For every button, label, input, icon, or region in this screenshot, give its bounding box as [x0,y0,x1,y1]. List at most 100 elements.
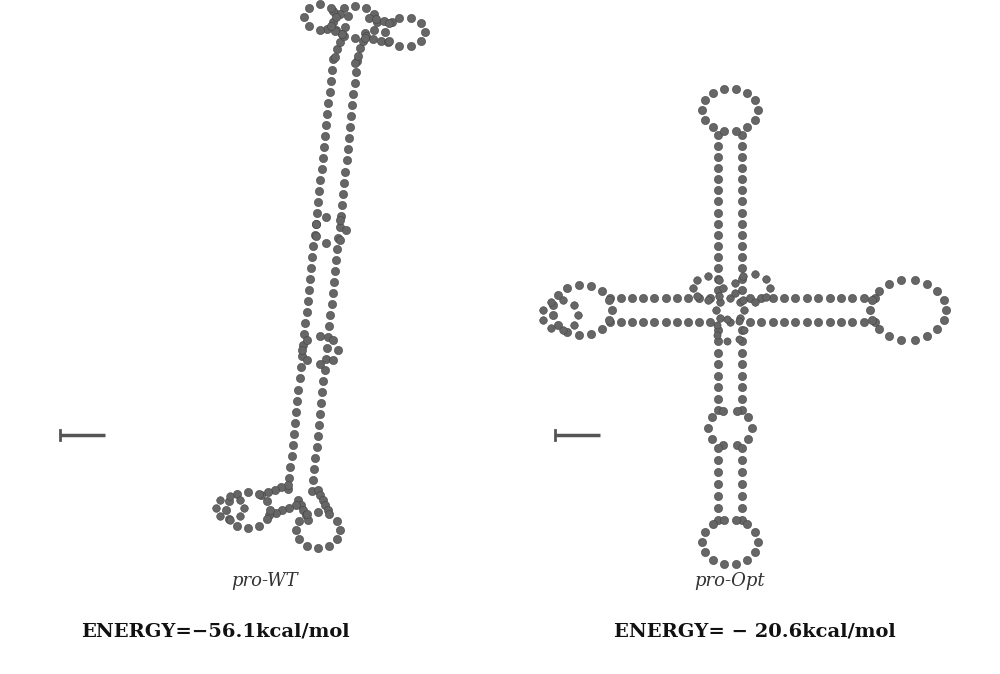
Point [391,12,407,23]
Point [335,188,351,199]
Point [728,126,744,137]
Point [347,32,363,43]
Point [381,18,397,28]
Point [702,293,718,303]
Point [694,537,710,547]
Point [236,503,252,514]
Point [325,6,341,17]
Point [221,514,237,524]
Point [722,317,738,328]
Point [355,36,371,47]
Point [862,305,878,315]
Point [689,274,705,285]
Point [624,317,640,328]
Point [736,325,752,336]
Point [361,13,377,24]
Point [240,522,256,533]
Point [700,270,716,281]
Point [646,293,662,303]
Point [658,317,674,328]
Point [747,95,763,106]
Point [293,362,309,373]
Point [292,373,308,384]
Point [734,393,750,404]
Point [297,318,313,329]
Point [312,490,328,501]
Point [710,207,726,218]
Point [710,196,726,207]
Point [267,485,283,495]
Point [327,266,343,276]
Point [739,88,755,98]
Point [303,263,319,274]
Point [330,233,346,243]
Point [731,316,747,327]
Point [712,313,728,324]
Point [296,11,312,22]
Point [871,324,887,335]
Point [341,133,357,144]
Point [710,241,726,251]
Point [734,454,750,465]
Point [334,200,350,210]
Point [715,282,731,293]
Point [222,515,238,526]
Point [543,323,559,334]
Point [323,3,339,13]
Point [268,508,284,518]
Point [325,53,341,64]
Point [357,28,373,39]
Point [325,287,341,298]
Point [583,328,599,339]
Point [274,505,290,516]
Point [669,293,685,303]
Point [320,98,336,109]
Point [715,439,731,450]
Point [293,499,309,510]
Point [601,315,617,326]
Point [381,36,397,47]
Point [301,3,317,13]
Point [325,335,341,346]
Point [300,296,316,307]
Point [635,317,651,328]
Point [765,317,781,328]
Point [380,36,396,47]
Point [319,109,335,119]
Point [710,141,726,152]
Point [342,122,358,133]
Point [727,287,743,298]
Point [710,274,726,284]
Point [336,177,352,188]
Point [332,36,348,47]
Text: pro-WT: pro-WT [232,572,298,590]
Point [810,293,826,303]
Point [685,282,701,293]
Point [281,502,297,513]
Point [728,514,744,525]
Point [329,534,345,545]
Point [762,282,778,293]
Point [710,284,726,295]
Point [545,299,561,310]
Point [747,547,763,557]
Point [365,34,381,44]
Point [545,310,561,321]
Point [229,520,245,531]
Point [734,381,750,392]
Point [729,406,745,417]
Point [710,251,726,262]
Point [232,511,248,522]
Text: pro-Opt: pro-Opt [695,572,765,590]
Point [822,293,838,303]
Point [810,317,826,328]
Point [336,30,352,41]
Point [413,18,429,28]
Point [290,495,306,506]
Point [305,241,321,251]
Point [712,296,728,307]
Point [739,122,755,133]
Point [321,509,337,520]
Point [328,9,344,20]
Point [833,317,849,328]
